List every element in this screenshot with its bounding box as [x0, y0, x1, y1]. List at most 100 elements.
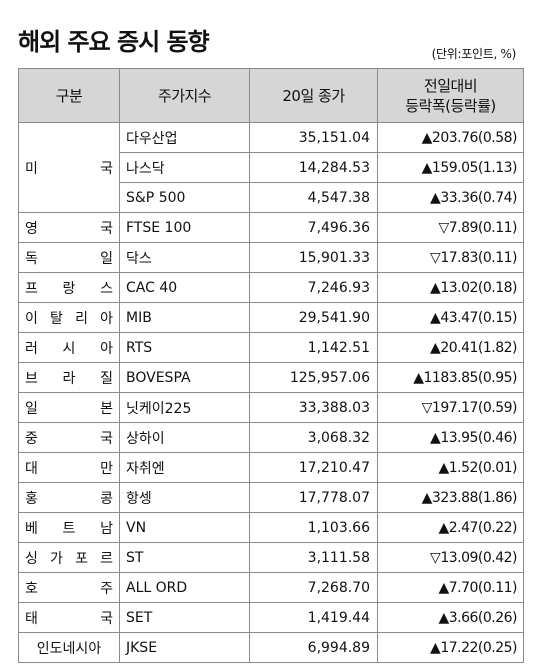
header-close: 20일 종가: [249, 68, 378, 123]
index-name-cell: VN: [119, 512, 250, 543]
region-char: 탈: [50, 310, 63, 327]
header-region: 구분: [18, 68, 120, 123]
index-name-cell: 닥스: [119, 242, 250, 273]
change-value-cell: ▲20.41(1.82): [377, 332, 524, 363]
region-char: 러: [25, 340, 38, 357]
region-char: 국: [100, 160, 113, 177]
header-index: 주가지수: [119, 68, 250, 123]
index-name-cell: CAC 40: [119, 272, 250, 303]
unit-note: (단위:포인트, %): [431, 47, 517, 61]
close-value-cell: 33,388.03: [249, 392, 378, 423]
close-value-cell: 7,268.70: [249, 572, 378, 603]
region-char: 본: [100, 400, 113, 417]
page-title: 해외 주요 증시 동향: [18, 28, 210, 56]
region-char: 국: [100, 430, 113, 447]
close-value-cell: 1,103.66: [249, 512, 378, 543]
region-char: 국: [100, 220, 113, 237]
region-char: 일: [25, 400, 38, 417]
region-char: 호: [25, 580, 38, 597]
index-name-cell: BOVESPA: [119, 362, 250, 393]
close-value-cell: 35,151.04: [249, 122, 378, 153]
index-name-cell: ST: [119, 542, 250, 573]
change-value-cell: ▲203.76(0.58): [377, 122, 524, 153]
region-char: 스: [100, 280, 113, 297]
index-table: 구분 주가지수 20일 종가 전일대비 등락폭(등락률) 미 국 다우산업 35,15…: [18, 68, 524, 663]
close-value-cell: 14,284.53: [249, 152, 378, 183]
index-name-cell: 항셍: [119, 482, 250, 513]
close-value-cell: 17,210.47: [249, 452, 378, 483]
change-value-cell: ▲13.95(0.46): [377, 422, 524, 453]
close-value-cell: 1,142.51: [249, 332, 378, 363]
table-row: S&P 500 4,547.38 ▲33.36(0.74): [19, 182, 524, 213]
table-row: 홍 콩 항셍 17,778.07 ▲323.88(1.86): [18, 482, 524, 513]
region-char: 포: [75, 550, 88, 567]
table-row: 베 트 남 VN 1,103.66 ▲2.47(0.22): [18, 512, 524, 543]
close-value-cell: 29,541.90: [249, 302, 378, 333]
region-char: 시: [62, 340, 76, 357]
table-row: 프 랑 스 CAC 40 7,246.93 ▲13.02(0.18): [18, 272, 524, 303]
region-char: 주: [100, 580, 113, 597]
region-char: 영: [25, 220, 38, 237]
region-char: 콩: [100, 490, 113, 507]
index-name-cell: 자취엔: [119, 452, 250, 483]
change-value-cell: ▲43.47(0.15): [377, 302, 524, 333]
table-row: 이 탈 리 아 MIB 29,541.90 ▲43.47(0.15): [18, 302, 524, 333]
header-row: 구분 주가지수 20일 종가 전일대비 등락폭(등락률): [18, 68, 524, 123]
change-value-cell: ▽197.17(0.59): [377, 392, 524, 423]
region-char: 일: [100, 250, 113, 267]
close-value-cell: 7,246.93: [249, 272, 378, 303]
table-row: 일 본 닛케이225 33,388.03 ▽197.17(0.59): [18, 392, 524, 423]
close-value-cell: 4,547.38: [249, 182, 378, 213]
header-change: 전일대비 등락폭(등락률): [377, 68, 524, 123]
index-name-cell: S&P 500: [119, 182, 250, 213]
table-row: 독 일 닥스 15,901.33 ▽17.83(0.11): [18, 242, 524, 273]
region-char: 르: [100, 550, 113, 567]
header-change-line2: 등락폭(등락률): [405, 96, 496, 115]
change-value-cell: ▲1183.85(0.95): [377, 362, 524, 393]
table-row: 나스닥 14,284.53 ▲159.05(1.13): [19, 152, 524, 183]
region-label: 인도네시아: [36, 640, 102, 657]
table-row: 영 국 FTSE 100 7,496.36 ▽7.89(0.11): [18, 212, 524, 243]
region-char: 트: [62, 520, 76, 537]
index-name-cell: FTSE 100: [119, 212, 250, 243]
change-value-cell: ▽7.89(0.11): [377, 212, 524, 243]
change-value-cell: ▽13.09(0.42): [377, 542, 524, 573]
index-name-cell: 다우산업: [119, 122, 250, 153]
region-char: 가: [50, 550, 63, 567]
region-cell: 인도네시아: [18, 632, 120, 663]
region-char: 질: [100, 370, 113, 387]
table-row: 싱 가 포 르 ST 3,111.58 ▽13.09(0.42): [18, 542, 524, 573]
change-value-cell: ▲3.66(0.26): [377, 602, 524, 633]
region-char: 라: [62, 370, 76, 387]
region-char: 랑: [62, 280, 76, 297]
table-row: 대 만 자취엔 17,210.47 ▲1.52(0.01): [18, 452, 524, 483]
index-name-cell: 닛케이225: [119, 392, 250, 423]
table-row: 러 시 아 RTS 1,142.51 ▲20.41(1.82): [18, 332, 524, 363]
index-name-cell: 나스닥: [119, 152, 250, 183]
index-name-cell: MIB: [119, 302, 250, 333]
change-value-cell: ▽17.83(0.11): [377, 242, 524, 273]
change-value-cell: ▲159.05(1.13): [377, 152, 524, 183]
region-char: 홍: [25, 490, 38, 507]
table-row: 인도네시아 JKSE 6,994.89 ▲17.22(0.25): [18, 632, 524, 663]
region-char: 미: [25, 160, 38, 177]
close-value-cell: 17,778.07: [249, 482, 378, 513]
close-value-cell: 125,957.06: [249, 362, 378, 393]
region-char: 아: [100, 310, 113, 327]
